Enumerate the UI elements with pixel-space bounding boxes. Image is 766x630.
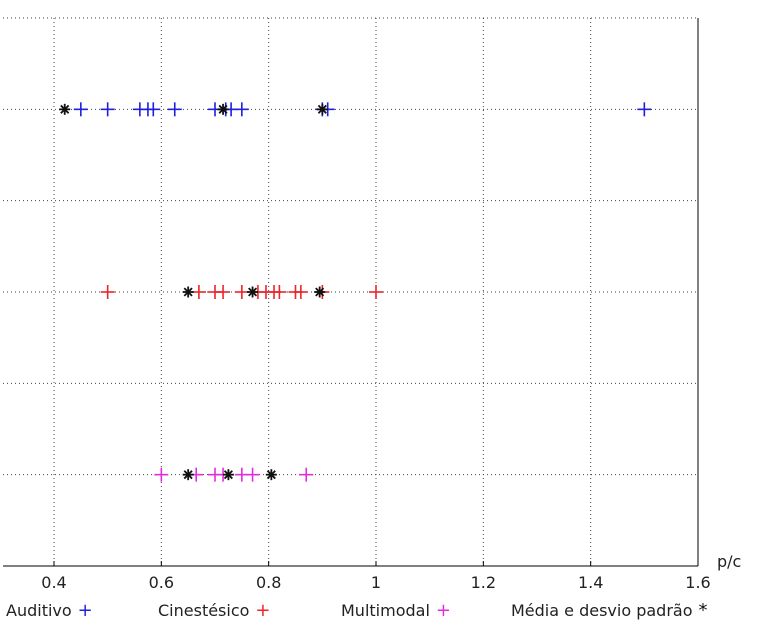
- asterisk-stroke: [218, 104, 228, 114]
- x-tick-label: 1.2: [471, 573, 496, 592]
- plus-marker: [154, 467, 169, 482]
- plus-marker: [216, 285, 231, 299]
- plus-marker-icon: +: [77, 600, 93, 621]
- asterisk-stroke: [183, 287, 193, 297]
- plus-marker: [234, 285, 249, 299]
- asterisk-stroke: [183, 470, 193, 480]
- plus-marker-icon: +: [435, 600, 451, 621]
- asterisk-stroke: [315, 287, 325, 297]
- asterisk-stroke: [266, 470, 276, 480]
- asterisk-stroke: [223, 470, 233, 480]
- legend-label: Média e desvio padrão: [511, 601, 693, 620]
- asterisk-marker: [182, 286, 194, 298]
- data-marks: [59, 102, 652, 482]
- asterisk-marker: [265, 469, 277, 481]
- plus-marker: [245, 467, 260, 482]
- plus-marker: [100, 102, 115, 117]
- plus-marker: [191, 285, 206, 299]
- plus-marker: [637, 102, 652, 117]
- plus-marker: [73, 102, 88, 117]
- x-ticks: 0.4 0.6 0.8 1 1.2 1.4 1.6: [41, 561, 711, 592]
- asterisk-marker: [222, 469, 234, 481]
- asterisk-stroke: [248, 287, 258, 297]
- legend-item-media-desvio: Média e desvio padrão *: [511, 600, 707, 621]
- x-tick-label: 1.6: [685, 573, 710, 592]
- asterisk-stroke: [60, 104, 70, 114]
- asterisk-marker: [316, 103, 328, 115]
- x-tick-label: 0.4: [41, 573, 66, 592]
- legend-item-auditivo: Auditivo +: [6, 600, 93, 621]
- plus-marker: [167, 102, 182, 117]
- asterisk-marker: [182, 469, 194, 481]
- asterisk-marker: [217, 103, 229, 115]
- plus-marker-icon: +: [255, 600, 271, 621]
- asterisk-marker: [59, 103, 71, 115]
- plus-marker: [293, 285, 308, 299]
- asterisk-stroke: [317, 104, 327, 114]
- x-tick-label: 1: [371, 573, 381, 592]
- x-tick-label: 0.8: [256, 573, 281, 592]
- legend-label: Multimodal: [341, 601, 430, 620]
- plus-marker: [272, 285, 287, 299]
- x-axis-label: p/c: [717, 552, 742, 571]
- plus-marker: [234, 102, 249, 117]
- plus-marker: [100, 285, 115, 299]
- legend-item-multimodal: Multimodal +: [341, 600, 451, 621]
- legend-label: Cinestésico: [158, 601, 250, 620]
- plus-marker: [146, 102, 161, 117]
- axes: [3, 18, 699, 567]
- asterisk-marker: [247, 286, 259, 298]
- legend-item-cinestesico: Cinestésico +: [158, 600, 271, 621]
- plus-marker: [299, 467, 314, 482]
- x-tick-label: 1.4: [578, 573, 603, 592]
- legend: Auditivo + Cinestésico + Multimodal + Média…: [0, 596, 766, 626]
- asterisk-marker-icon: *: [698, 600, 708, 621]
- plus-marker: [369, 285, 383, 299]
- asterisk-marker: [314, 286, 326, 298]
- legend-label: Auditivo: [6, 601, 72, 620]
- x-tick-label: 0.6: [149, 573, 174, 592]
